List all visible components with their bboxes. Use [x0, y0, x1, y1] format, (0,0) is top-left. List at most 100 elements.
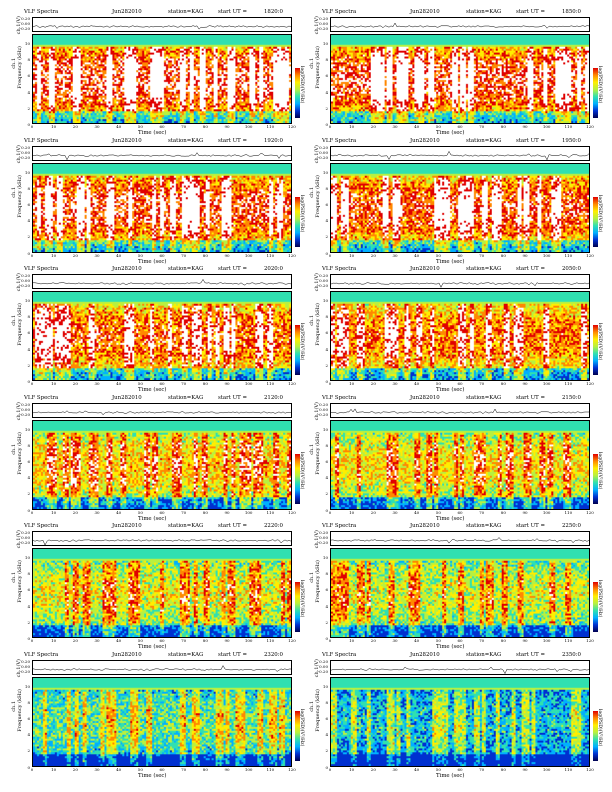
frequency-ytick: 4 — [27, 218, 30, 224]
time-tick: 80 — [202, 124, 208, 129]
frequency-ytick: 6 — [27, 330, 30, 336]
time-tick: 10 — [51, 638, 57, 643]
time-tick: 110 — [266, 381, 275, 386]
time-tick: 90 — [522, 509, 528, 515]
panel-start-prefix: start UT = — [516, 394, 545, 401]
trace-ytick: -0.20 — [19, 283, 30, 288]
time-tick: 10 — [349, 381, 355, 386]
spectrogram-image — [330, 676, 590, 767]
panel-start-prefix: start UT = — [516, 651, 545, 658]
waveform-trace — [32, 145, 292, 161]
waveform-path — [330, 407, 589, 414]
frequency-ylabel: Frequency (kHz) — [315, 688, 321, 732]
time-tick: 10 — [349, 509, 355, 515]
time-tick: 100 — [244, 252, 253, 258]
panel-date: Jun282010 — [112, 651, 142, 658]
time-tick: 110 — [266, 638, 275, 643]
waveform-path — [330, 666, 590, 674]
time-tick: 100 — [244, 509, 253, 515]
panel-header: VLF Spectra Jun282010 station=KAG start UT … — [18, 265, 303, 274]
frequency-ytick: 10 — [322, 41, 328, 46]
frequency-ylabel: Frequency (kHz) — [17, 46, 23, 89]
time-tick: 120 — [586, 509, 594, 515]
trace-ytick: -0.20 — [317, 26, 328, 31]
time-xlabel: Time (sec) — [436, 772, 465, 779]
frequency-ytick: 2 — [325, 362, 328, 368]
trace-ytick: 0.20 — [319, 658, 328, 664]
panel-title: VLF Spectra — [322, 523, 357, 529]
time-tick: 70 — [479, 509, 485, 515]
waveform-line — [32, 25, 292, 30]
time-tick: 90 — [224, 124, 230, 129]
frequency-ytick: 6 — [27, 458, 30, 464]
time-tick: 20 — [370, 638, 376, 643]
time-tick: 120 — [586, 124, 594, 129]
trace-ytick: 0.20 — [319, 530, 328, 535]
waveform-trace — [330, 17, 590, 32]
colorbar — [593, 196, 598, 247]
time-tick: 110 — [266, 509, 275, 515]
time-xlabel: Time (sec) — [436, 258, 465, 265]
colorbar-label: log(PSD)(V²/Hz) — [299, 66, 304, 104]
spectrogram-panel: VLF Spectra Jun282010 station=KAG start UT … — [309, 137, 602, 265]
channel-label: ch.1 — [309, 315, 315, 326]
time-tick: 90 — [224, 638, 230, 643]
panel-station: station=KAG — [168, 394, 204, 401]
time-tick: 40 — [414, 124, 420, 129]
waveform-path — [330, 537, 590, 544]
frequency-ytick: 2 — [27, 105, 30, 111]
spectrogram-panel: VLF Spectra Jun282010 station=KAG start UT … — [309, 265, 602, 393]
frequency-ylabel: Frequency (kHz) — [17, 174, 23, 218]
frequency-ytick: 10 — [322, 298, 328, 303]
time-tick: 110 — [564, 766, 573, 772]
panel-station: station=KAG — [168, 266, 204, 272]
colorbar — [593, 453, 598, 504]
time-tick: 0 — [328, 252, 332, 258]
time-tick: 0 — [30, 124, 34, 129]
time-tick: 70 — [181, 509, 187, 515]
frequency-ytick: 2 — [27, 619, 30, 625]
time-tick: 20 — [370, 509, 376, 515]
panel-station: station=KAG — [466, 9, 502, 15]
time-tick: 50 — [435, 766, 441, 772]
time-tick: 0 — [328, 381, 332, 386]
time-tick: 30 — [392, 766, 398, 772]
time-xlabel: Time (sec) — [138, 644, 167, 650]
panel-start-time: 2220:0 — [264, 523, 283, 529]
panel-start-time: 2020:0 — [264, 266, 283, 272]
frequency-ytick: 4 — [325, 346, 328, 352]
channel-label: ch.1 — [309, 58, 315, 69]
time-tick: 30 — [94, 638, 100, 643]
trace-ytick: 0.00 — [21, 21, 30, 26]
spectrogram-image — [330, 548, 590, 638]
spectrogram-image — [330, 162, 590, 253]
trace-ytick: 0.20 — [319, 16, 328, 21]
spectrogram-image — [330, 34, 590, 124]
time-xlabel: Time (sec) — [138, 258, 167, 265]
time-tick: 40 — [414, 509, 420, 515]
frequency-ytick: 10 — [24, 555, 30, 560]
frequency-ytick: 6 — [27, 715, 30, 721]
waveform-trace — [32, 17, 292, 32]
frequency-ylabel: Frequency (kHz) — [17, 431, 23, 475]
time-tick: 50 — [435, 381, 441, 386]
time-tick: 70 — [181, 252, 187, 258]
time-tick: 120 — [586, 766, 594, 772]
colorbar-label: log(PSD)(V²/Hz) — [299, 194, 304, 232]
panel-start-time: 2350:0 — [562, 651, 581, 658]
time-tick: 110 — [266, 124, 275, 129]
frequency-ytick: 6 — [325, 587, 328, 593]
time-tick: 60 — [159, 509, 165, 515]
panel-start-prefix: start UT = — [218, 394, 247, 401]
time-xlabel: Time (sec) — [138, 387, 167, 393]
time-tick: 10 — [51, 252, 57, 258]
time-tick: 20 — [370, 381, 376, 386]
frequency-ytick: 0 — [27, 507, 30, 513]
time-tick: 80 — [500, 509, 506, 515]
frequency-ylabel: Frequency (kHz) — [17, 560, 23, 603]
panel-date: Jun282010 — [112, 137, 142, 144]
time-tick: 10 — [51, 509, 57, 515]
spectrogram-canvas — [33, 163, 291, 252]
frequency-ytick: 10 — [322, 426, 328, 432]
trace-ytick: -0.20 — [317, 283, 328, 288]
